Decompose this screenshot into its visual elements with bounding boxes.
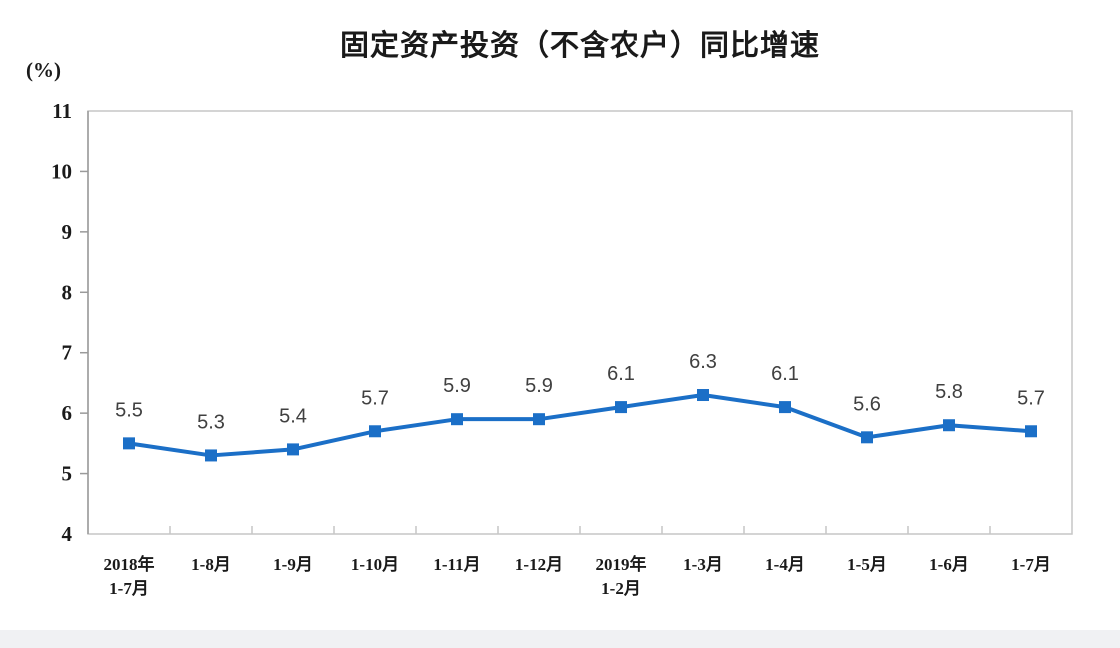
y-tick-label: 10 <box>51 159 72 183</box>
data-point <box>697 389 709 402</box>
plot-frame <box>87 110 1073 535</box>
data-point <box>533 413 545 426</box>
data-label: 5.9 <box>525 375 553 397</box>
x-tick-label: 1-6月 <box>929 555 969 574</box>
y-tick-label: 4 <box>62 522 73 546</box>
y-tick-label: 8 <box>62 280 73 304</box>
x-tick-label: 1-10月 <box>351 555 399 574</box>
data-label: 5.8 <box>935 381 963 403</box>
data-label: 5.3 <box>197 411 225 433</box>
y-axis-unit-label: (%) <box>26 58 61 82</box>
x-tick-label: 1-9月 <box>273 555 313 574</box>
data-point <box>861 431 873 444</box>
data-point <box>943 419 955 432</box>
x-tick-label: 1-4月 <box>765 555 805 574</box>
y-tick-label: 9 <box>62 220 73 244</box>
y-tick-label: 5 <box>62 462 73 486</box>
data-label: 5.6 <box>853 393 881 415</box>
data-label: 5.4 <box>279 405 307 427</box>
x-tick-label: 2018年 1-7月 <box>104 554 155 598</box>
data-label: 5.7 <box>361 387 389 409</box>
x-tick-label: 1-8月 <box>191 555 231 574</box>
data-point <box>779 401 791 414</box>
y-tick-label: 7 <box>62 341 73 365</box>
x-tick-label: 1-11月 <box>433 555 480 574</box>
data-label: 5.5 <box>115 399 143 421</box>
x-tick-label: 1-5月 <box>847 555 887 574</box>
chart-title: 固定资产投资（不含农户）同比增速 <box>339 30 820 62</box>
data-point <box>205 449 217 462</box>
x-tick-label: 2019年 1-2月 <box>596 554 647 598</box>
data-label: 5.9 <box>443 375 471 397</box>
data-point <box>123 437 135 450</box>
data-point <box>615 401 627 414</box>
data-label: 6.3 <box>689 351 717 373</box>
data-label: 6.1 <box>607 363 635 385</box>
data-label: 6.1 <box>771 363 799 385</box>
data-point <box>369 425 381 438</box>
data-line <box>127 393 1033 458</box>
x-tick-label: 1-3月 <box>683 555 723 574</box>
y-tick-label: 11 <box>52 99 72 123</box>
data-label: 5.7 <box>1017 387 1045 409</box>
data-point <box>451 413 463 426</box>
data-point <box>1025 425 1037 438</box>
footer-strip <box>0 630 1120 648</box>
data-point <box>287 443 299 456</box>
x-tick-label: 1-12月 <box>515 555 563 574</box>
x-tick-label: 1-7月 <box>1011 555 1051 574</box>
y-tick-label: 6 <box>62 401 73 425</box>
